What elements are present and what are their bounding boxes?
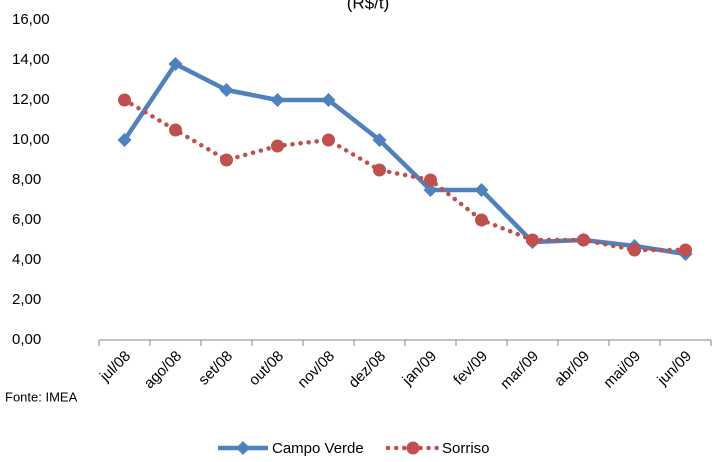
x-tick-label: mai/09 (600, 348, 644, 392)
point (423, 183, 438, 197)
x-tick-label: jun/09 (654, 348, 696, 390)
y-tick-label: 12,00 (12, 91, 50, 108)
y-tick-label: 8,00 (12, 171, 41, 188)
point (118, 93, 131, 107)
legend-label: Campo Verde (272, 440, 364, 457)
x-tick-label: mar/09 (497, 348, 542, 393)
point (117, 133, 132, 147)
point (220, 153, 233, 167)
point (679, 243, 692, 257)
x-tick-label: ago/08 (141, 348, 185, 392)
x-tick-label: out/08 (246, 348, 288, 390)
point (270, 93, 285, 107)
point (475, 213, 488, 227)
x-tick-label: fev/09 (450, 348, 491, 389)
x-tick-label: jul/08 (96, 348, 134, 386)
series-line (122, 97, 688, 253)
x-tick-label: abr/09 (551, 348, 593, 390)
legend-marker (406, 441, 420, 455)
y-tick-label: 4,00 (12, 251, 41, 268)
x-tick-label: set/08 (195, 348, 236, 389)
point (526, 233, 539, 247)
legend-label: Sorriso (442, 440, 490, 457)
point (577, 233, 590, 247)
y-tick-label: 2,00 (12, 291, 41, 308)
point (219, 83, 234, 97)
point (322, 133, 335, 147)
point (321, 93, 336, 107)
y-tick-label: 0,00 (12, 331, 41, 348)
point (271, 139, 284, 153)
point (373, 163, 386, 177)
series-line (122, 61, 686, 257)
y-tick-label: 14,00 (12, 51, 50, 68)
x-tick-label: jan/09 (399, 348, 441, 390)
point (168, 57, 183, 71)
x-tick-label: nov/08 (294, 348, 338, 392)
point (424, 173, 437, 187)
chart-title: (R$/t) (347, 0, 390, 12)
point (169, 123, 182, 137)
y-tick-label: 10,00 (12, 131, 50, 148)
point (628, 243, 641, 257)
point (372, 133, 387, 147)
legend-marker (236, 441, 250, 455)
source-note: Fonte: IMEA (5, 389, 78, 404)
x-tick-label: dez/08 (345, 348, 389, 392)
y-tick-label: 16,00 (12, 11, 50, 28)
y-tick-label: 6,00 (12, 211, 41, 228)
point (474, 183, 489, 197)
